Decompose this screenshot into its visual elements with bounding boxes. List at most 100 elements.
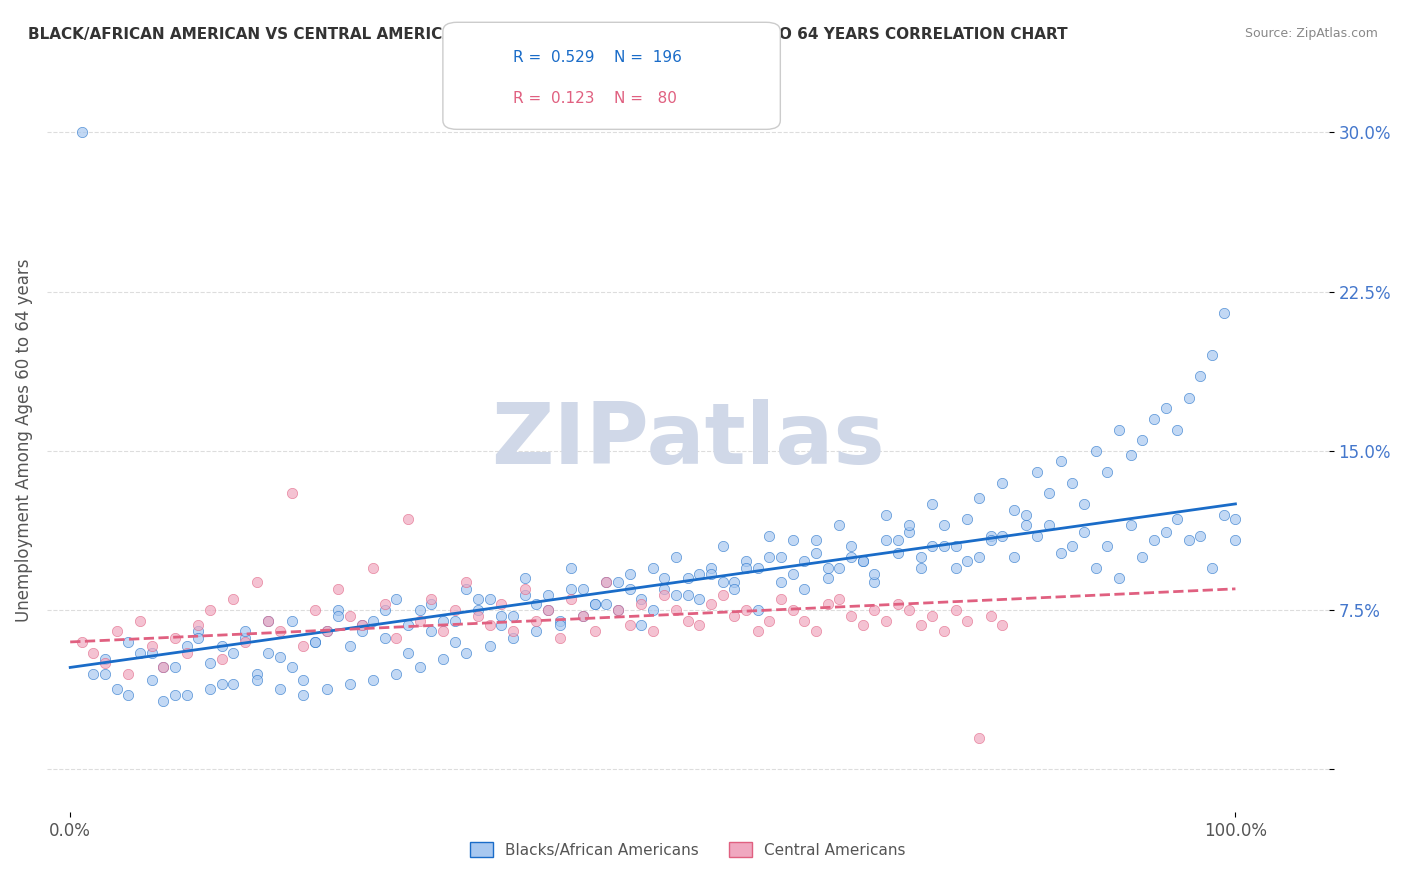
Point	[630, 592, 652, 607]
Point	[839, 540, 862, 554]
Point	[105, 624, 128, 639]
Point	[432, 614, 454, 628]
Point	[676, 614, 699, 628]
Point	[839, 549, 862, 564]
Point	[94, 652, 117, 666]
Point	[211, 639, 233, 653]
Point	[396, 646, 419, 660]
Point	[304, 603, 326, 617]
Point	[700, 597, 723, 611]
Point	[711, 575, 734, 590]
Point	[839, 609, 862, 624]
Point	[688, 592, 710, 607]
Point	[747, 560, 769, 574]
Point	[280, 486, 302, 500]
Point	[572, 582, 595, 596]
Point	[246, 666, 269, 681]
Point	[641, 624, 664, 639]
Point	[292, 639, 315, 653]
Point	[409, 603, 432, 617]
Point	[222, 592, 245, 607]
Point	[560, 582, 582, 596]
Point	[456, 575, 478, 590]
Point	[82, 666, 104, 681]
Point	[863, 575, 886, 590]
Point	[1119, 448, 1142, 462]
Point	[886, 597, 908, 611]
Point	[723, 575, 745, 590]
Point	[187, 618, 209, 632]
Point	[269, 649, 291, 664]
Point	[176, 639, 198, 653]
Point	[665, 603, 688, 617]
Point	[513, 582, 536, 596]
Point	[1073, 524, 1095, 539]
Point	[1049, 454, 1071, 468]
Point	[292, 673, 315, 688]
Point	[595, 597, 617, 611]
Point	[152, 660, 174, 674]
Point	[456, 582, 478, 596]
Point	[1049, 546, 1071, 560]
Point	[619, 618, 641, 632]
Point	[804, 546, 827, 560]
Point	[828, 518, 851, 533]
Point	[1130, 549, 1153, 564]
Point	[141, 639, 163, 653]
Point	[513, 588, 536, 602]
Point	[851, 554, 873, 568]
Point	[198, 681, 221, 696]
Point	[537, 588, 560, 602]
Point	[187, 631, 209, 645]
Point	[443, 614, 465, 628]
Point	[619, 582, 641, 596]
Point	[758, 614, 780, 628]
Point	[117, 666, 139, 681]
Point	[630, 597, 652, 611]
Point	[1189, 529, 1212, 543]
Point	[898, 603, 921, 617]
Point	[1201, 348, 1223, 362]
Point	[886, 533, 908, 547]
Point	[1062, 540, 1084, 554]
Point	[572, 609, 595, 624]
Point	[572, 609, 595, 624]
Point	[374, 631, 396, 645]
Point	[898, 518, 921, 533]
Point	[70, 125, 93, 139]
Point	[956, 512, 979, 526]
Point	[467, 603, 489, 617]
Point	[432, 624, 454, 639]
Point	[396, 618, 419, 632]
Text: ZIPatlas: ZIPatlas	[491, 399, 884, 482]
Point	[420, 624, 443, 639]
Point	[747, 603, 769, 617]
Point	[980, 533, 1002, 547]
Point	[443, 635, 465, 649]
Point	[117, 635, 139, 649]
Point	[560, 592, 582, 607]
Point	[141, 646, 163, 660]
Point	[1002, 549, 1025, 564]
Point	[910, 560, 932, 574]
Point	[280, 660, 302, 674]
Point	[165, 660, 187, 674]
Point	[94, 656, 117, 670]
Point	[478, 639, 501, 653]
Point	[420, 592, 443, 607]
Point	[396, 512, 419, 526]
Point	[165, 688, 187, 702]
Point	[1212, 508, 1234, 522]
Point	[991, 618, 1014, 632]
Point	[94, 666, 117, 681]
Point	[700, 560, 723, 574]
Point	[606, 603, 628, 617]
Point	[1212, 306, 1234, 320]
Point	[502, 631, 524, 645]
Point	[1002, 503, 1025, 517]
Point	[817, 571, 839, 585]
Point	[782, 566, 804, 581]
Point	[676, 588, 699, 602]
Point	[1178, 533, 1201, 547]
Point	[804, 533, 827, 547]
